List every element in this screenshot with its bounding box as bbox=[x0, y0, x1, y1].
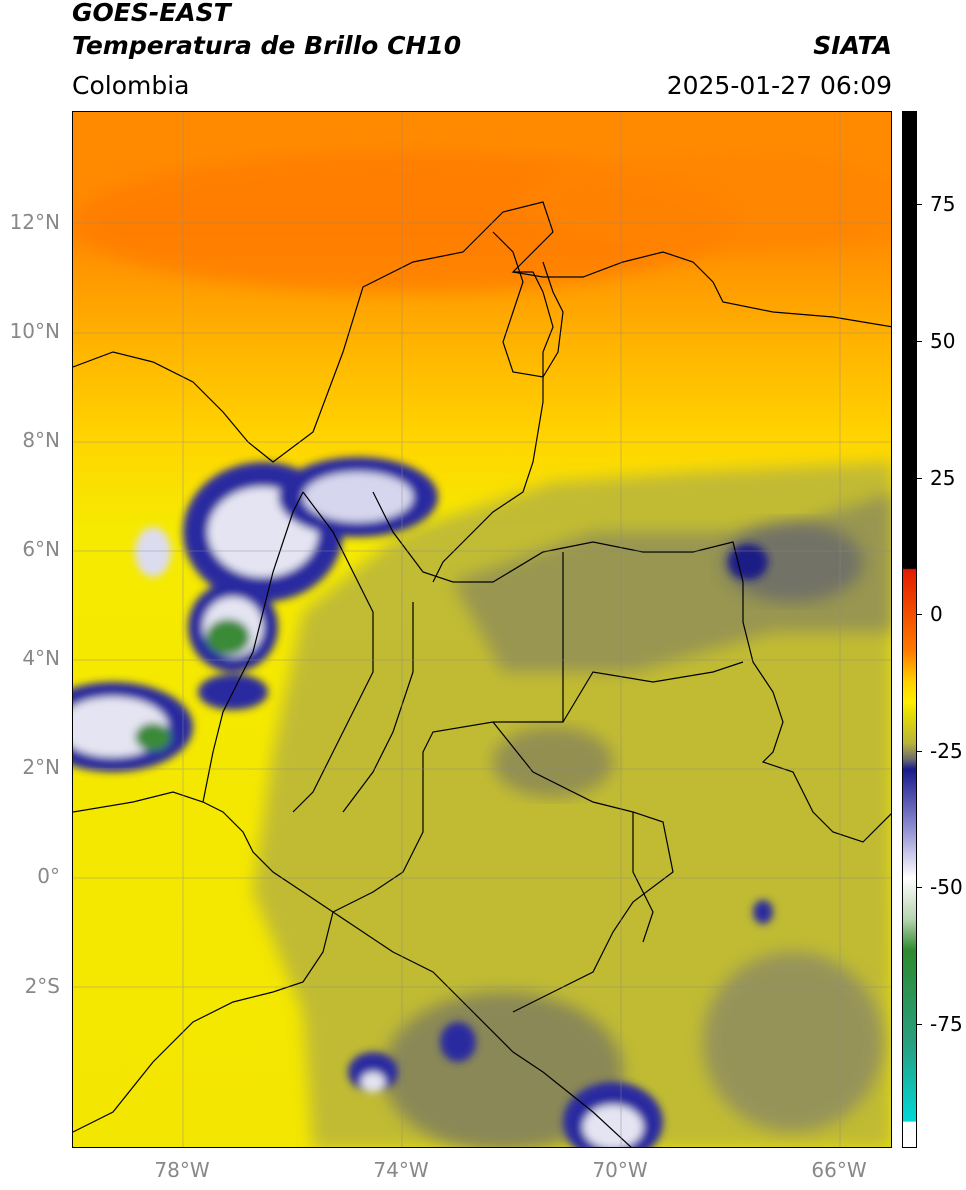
colorbar-label: 75 bbox=[930, 192, 956, 216]
colorbar-tick bbox=[917, 204, 922, 205]
brand-label: SIATA bbox=[813, 31, 892, 60]
lon-label: 66°W bbox=[811, 1158, 867, 1182]
region-label: Colombia bbox=[72, 71, 190, 100]
colorbar-tick bbox=[917, 887, 922, 888]
colorbar-label: 0 bbox=[930, 602, 943, 626]
lat-label: 2°S bbox=[24, 974, 60, 998]
title-satellite: GOES-EAST bbox=[72, 0, 231, 27]
colorbar-tick bbox=[917, 614, 922, 615]
lat-label: 4°N bbox=[22, 646, 60, 670]
colorbar-label: -25 bbox=[930, 739, 963, 763]
colorbar bbox=[902, 111, 917, 1148]
title-product: Temperatura de Brillo CH10 bbox=[72, 31, 462, 60]
colorbar-tick bbox=[917, 751, 922, 752]
colorbar-tick bbox=[917, 478, 922, 479]
lat-label: 6°N bbox=[22, 537, 60, 561]
lat-label: 8°N bbox=[22, 428, 60, 452]
colorbar-tick bbox=[917, 1024, 922, 1025]
coastlines-borders bbox=[73, 201, 891, 1147]
map-canvas bbox=[73, 112, 891, 1147]
lon-label: 78°W bbox=[154, 1158, 210, 1182]
convective-clouds bbox=[73, 457, 773, 1147]
timestamp: 2025-01-27 06:09 bbox=[666, 71, 892, 100]
colorbar-label: -50 bbox=[930, 875, 963, 899]
lon-label: 70°W bbox=[592, 1158, 648, 1182]
lon-label: 74°W bbox=[373, 1158, 429, 1182]
colorbar-label: -75 bbox=[930, 1012, 963, 1036]
colorbar-tick bbox=[917, 341, 922, 342]
map-panel[interactable] bbox=[72, 111, 892, 1148]
lat-label: 0° bbox=[37, 864, 60, 888]
graticule bbox=[73, 112, 891, 1147]
lat-label: 2°N bbox=[22, 755, 60, 779]
lat-label: 12°N bbox=[9, 210, 60, 234]
lat-label: 10°N bbox=[9, 319, 60, 343]
colorbar-label: 50 bbox=[930, 329, 956, 353]
colorbar-label: 25 bbox=[930, 466, 956, 490]
colorbar-gradient bbox=[903, 112, 916, 1147]
